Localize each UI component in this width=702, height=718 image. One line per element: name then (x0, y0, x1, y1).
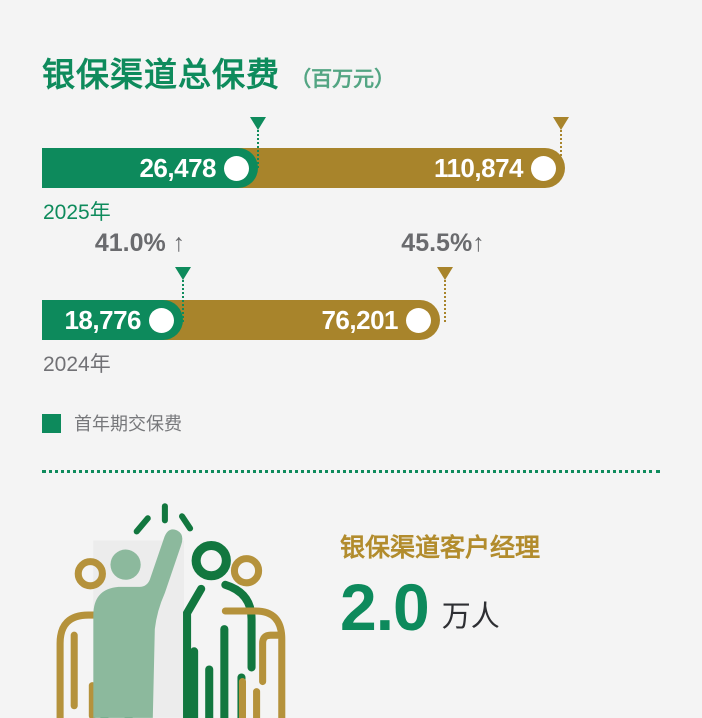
triangle-down-icon (175, 267, 191, 280)
bar-endpoint-dot (224, 155, 249, 181)
year-label-2025: 2025年 (43, 201, 111, 224)
bar-endpoint-dot (531, 155, 556, 181)
bar-value-label: 76,201 (321, 305, 398, 335)
triangle-down-icon (437, 267, 453, 280)
bar-value-label: 26,478 (139, 153, 216, 183)
bar-value-label: 110,874 (433, 153, 524, 183)
growth-total: 45.5%↑ (401, 229, 485, 257)
bar-endpoint-dot (149, 307, 174, 333)
bar-2025-first-year-segment: 26,478 (42, 148, 258, 188)
bar-value-label: 18,776 (64, 305, 141, 335)
account-manager-stat: 银保渠道客户经理 2.0 万人 (340, 528, 541, 644)
stat-value: 2.0 (340, 570, 430, 644)
triangle-down-icon (250, 117, 266, 130)
bar-2024: 76,201 18,776 (42, 300, 622, 340)
legend: 首年期交保费 (42, 410, 182, 436)
stat-heading: 银保渠道客户经理 (340, 534, 541, 562)
teamwork-people-icon (56, 503, 286, 718)
chart-unit-label: （百万元） (290, 68, 396, 91)
legend-label: 首年期交保费 (74, 414, 182, 434)
dotted-divider (42, 470, 660, 473)
triangle-down-icon (553, 117, 569, 130)
bar-2025: 110,874 26,478 (42, 148, 622, 188)
bar-2024-first-year-segment: 18,776 (42, 300, 183, 340)
legend-swatch-green (42, 413, 61, 433)
year-label-2024: 2024年 (43, 353, 111, 376)
bar-endpoint-dot (406, 307, 431, 333)
stat-unit: 万人 (441, 600, 500, 633)
growth-first-year: 41.0% ↑ (94, 229, 186, 257)
chart-title: 银保渠道总保费 （百万元） (42, 48, 395, 96)
chart-title-text: 银保渠道总保费 (42, 56, 280, 93)
